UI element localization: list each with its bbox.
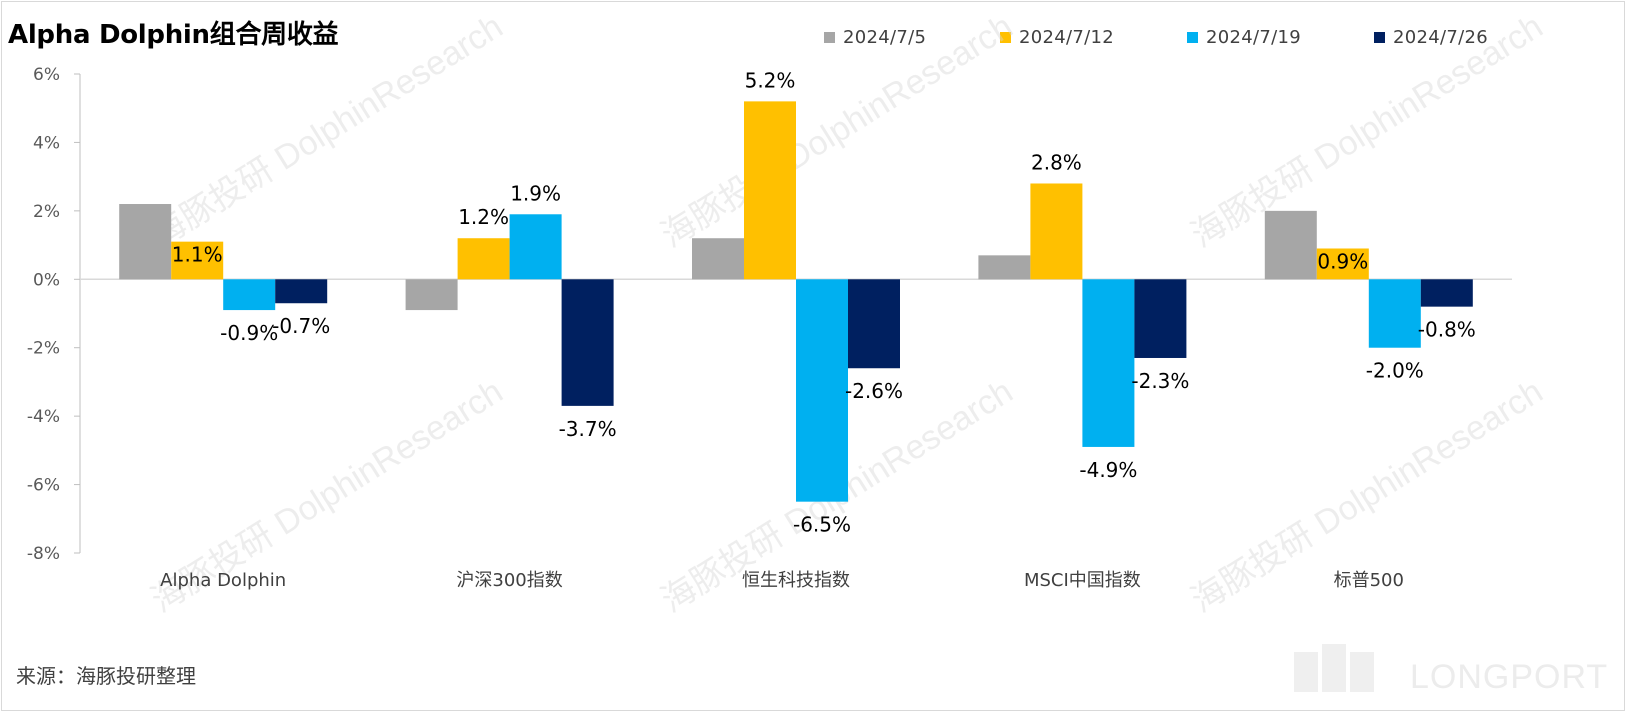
y-tick-label: 4% (33, 133, 60, 153)
legend-swatch (1000, 32, 1011, 43)
legend-item-2024-7-19: 2024/7/19 (1187, 27, 1301, 48)
bar-2024-7-5 (1264, 210, 1317, 280)
bar-2024-7-5 (692, 238, 744, 280)
legend-swatch (1374, 32, 1385, 43)
data-label: -0.8% (1418, 318, 1476, 342)
legend-swatch (824, 32, 835, 43)
x-category-label: Alpha Dolphin (160, 570, 286, 591)
data-label: 0.9% (1317, 249, 1368, 273)
bar-2024-7-19 (1082, 279, 1135, 447)
chart-title: Alpha Dolphin组合周收益 (8, 20, 339, 50)
bar-2024-7-26 (1420, 279, 1473, 307)
legend-swatch (1187, 32, 1198, 43)
y-tick-label: -8% (27, 544, 60, 564)
data-label: -0.9% (220, 321, 278, 345)
x-category-label: 恒生科技指数 (742, 570, 850, 591)
x-category-label: MSCI中国指数 (1024, 570, 1141, 591)
bar-2024-7-12 (171, 241, 224, 280)
bar-2024-7-5 (978, 255, 1031, 280)
data-label: -0.7% (272, 314, 330, 338)
bar-2024-7-26 (561, 279, 614, 406)
legend-label: 2024/7/12 (1019, 27, 1114, 48)
y-tick-label: 0% (33, 270, 60, 290)
bar-2024-7-19 (223, 279, 276, 311)
x-category-label: 沪深300指数 (456, 570, 562, 591)
bar-2024-7-12 (457, 238, 510, 280)
source-note: 来源：海豚投研整理 (16, 664, 196, 688)
legend-item-2024-7-26: 2024/7/26 (1374, 27, 1488, 48)
y-tick-label: 6% (33, 65, 60, 85)
data-label: -4.9% (1079, 458, 1137, 482)
bar-2024-7-19 (1368, 279, 1421, 348)
data-label: -2.6% (845, 379, 903, 403)
legend-label: 2024/7/5 (843, 27, 927, 48)
legend-item-2024-7-5: 2024/7/5 (824, 27, 926, 48)
bar-2024-7-12 (1030, 183, 1083, 280)
data-label: 1.9% (510, 181, 561, 205)
chart-legend: 2024/7/5 2024/7/12 2024/7/19 2024/7/26 (0, 27, 1628, 51)
legend-label: 2024/7/26 (1393, 27, 1488, 48)
bar-2024-7-26 (275, 279, 328, 304)
data-label: -6.5% (793, 513, 851, 537)
data-label: 2.8% (1031, 150, 1082, 174)
y-tick-label: -6% (27, 476, 60, 496)
bar-2024-7-12 (1316, 248, 1369, 280)
bar-2024-7-19 (509, 214, 562, 280)
data-label: 1.1% (172, 243, 223, 267)
bar-2024-7-26 (848, 279, 900, 369)
y-tick-label: 2% (33, 202, 60, 222)
y-tick-label: -2% (27, 339, 60, 359)
bar-2024-7-19 (796, 279, 848, 502)
brand-logo: LONGPORT (1290, 640, 1610, 700)
y-tick-label: -4% (27, 407, 60, 427)
x-category-label: 标普500 (1334, 570, 1404, 591)
brand-mark-icon (1294, 644, 1374, 692)
bar-2024-7-12 (744, 101, 796, 280)
data-label: -2.3% (1131, 369, 1189, 393)
data-label: -3.7% (559, 417, 617, 441)
brand-text: LONGPORT (1410, 658, 1609, 696)
data-label: 1.2% (458, 205, 509, 229)
legend-item-2024-7-12: 2024/7/12 (1000, 27, 1114, 48)
bar-2024-7-26 (1134, 279, 1187, 358)
data-label: -2.0% (1366, 359, 1424, 383)
data-label: 5.2% (745, 68, 796, 92)
legend-label: 2024/7/19 (1206, 27, 1301, 48)
bar-2024-7-5 (119, 204, 172, 280)
bar-2024-7-5 (405, 279, 458, 311)
